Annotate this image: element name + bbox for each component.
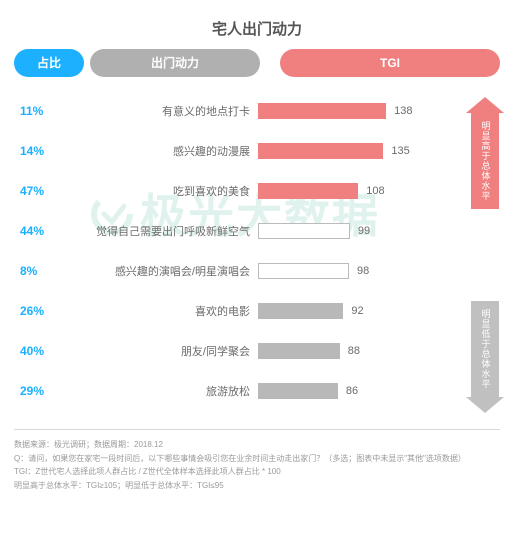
row-label: 朋友/同学聚会 [72, 343, 258, 359]
share-value: 40% [14, 344, 72, 358]
arrow-up-text: 明显高于总体水平 [479, 121, 492, 201]
row-label: 有意义的地点打卡 [72, 103, 258, 119]
bar-cell: 108 [258, 183, 438, 199]
header-row: 占比 出门动力 TGI [14, 49, 500, 77]
arrow-down-head-icon [466, 397, 504, 413]
tgi-value: 98 [357, 265, 369, 277]
header-tgi-pill: TGI [280, 49, 500, 77]
arrow-up-head-icon [466, 97, 504, 113]
tgi-bar [258, 183, 358, 199]
share-value: 26% [14, 304, 72, 318]
rows-container: 明显高于总体水平 明显低于总体水平 11%有意义的地点打卡 138 14%感兴趣的动… [14, 91, 500, 411]
tgi-bar [258, 383, 338, 399]
row-label: 感兴趣的演唱会/明星演唱会 [72, 263, 258, 279]
tgi-bar [258, 103, 386, 119]
bar-cell: 99 [258, 223, 438, 239]
tgi-value: 99 [358, 225, 370, 237]
arrow-down-text: 明显低于总体水平 [479, 309, 492, 389]
data-row: 44%觉得自己需要出门呼吸新鲜空气 99 [14, 211, 500, 251]
row-label: 旅游放松 [72, 383, 258, 399]
data-row: 26%喜欢的电影 92 [14, 291, 500, 331]
share-value: 14% [14, 144, 72, 158]
tgi-value: 135 [391, 145, 409, 157]
row-label: 喜欢的电影 [72, 303, 258, 319]
bar-cell: 86 [258, 383, 438, 399]
footer-line-4: 明显高于总体水平：TGI≥105；明显低于总体水平：TGI≤95 [14, 479, 500, 493]
tgi-value: 108 [366, 185, 384, 197]
data-row: 14%感兴趣的动漫展 135 [14, 131, 500, 171]
tgi-bar [258, 143, 383, 159]
share-value: 8% [14, 264, 72, 278]
tgi-value: 92 [351, 305, 363, 317]
tgi-value: 138 [394, 105, 412, 117]
data-row: 8%感兴趣的演唱会/明星演唱会 98 [14, 251, 500, 291]
chart-title: 宅人出门动力 [14, 18, 500, 39]
share-value: 44% [14, 224, 72, 238]
tgi-bar [258, 223, 350, 239]
row-label: 感兴趣的动漫展 [72, 143, 258, 159]
data-row: 47%吃到喜欢的美食 108 [14, 171, 500, 211]
footer-notes: 数据来源：极光调研；数据周期：2018.12 Q：请问，如果您在家宅一段时间后，… [14, 429, 500, 492]
header-share-pill: 占比 [14, 49, 84, 77]
arrow-down: 明显低于总体水平 [466, 301, 504, 413]
share-value: 47% [14, 184, 72, 198]
footer-line-3: TGI：Z世代宅人选择此项人群占比 / Z世代全体样本选择此项人群占比 * 10… [14, 465, 500, 479]
data-row: 11%有意义的地点打卡 138 [14, 91, 500, 131]
tgi-bar [258, 303, 343, 319]
arrow-up: 明显高于总体水平 [466, 97, 504, 209]
footer-line-1: 数据来源：极光调研；数据周期：2018.12 [14, 438, 500, 452]
bar-cell: 138 [258, 103, 438, 119]
share-value: 11% [14, 104, 72, 118]
bar-cell: 92 [258, 303, 438, 319]
tgi-value: 88 [348, 345, 360, 357]
tgi-bar [258, 343, 340, 359]
tgi-bar [258, 263, 349, 279]
header-motiv-pill: 出门动力 [90, 49, 260, 77]
bar-cell: 135 [258, 143, 438, 159]
tgi-value: 86 [346, 385, 358, 397]
data-row: 40%朋友/同学聚会 88 [14, 331, 500, 371]
bar-cell: 88 [258, 343, 438, 359]
share-value: 29% [14, 384, 72, 398]
footer-line-2: Q：请问，如果您在家宅一段时间后，以下哪些事情会吸引您在业余时间主动走出家门？（… [14, 452, 500, 466]
row-label: 吃到喜欢的美食 [72, 183, 258, 199]
data-row: 29%旅游放松 86 [14, 371, 500, 411]
bar-cell: 98 [258, 263, 438, 279]
row-label: 觉得自己需要出门呼吸新鲜空气 [72, 223, 258, 239]
